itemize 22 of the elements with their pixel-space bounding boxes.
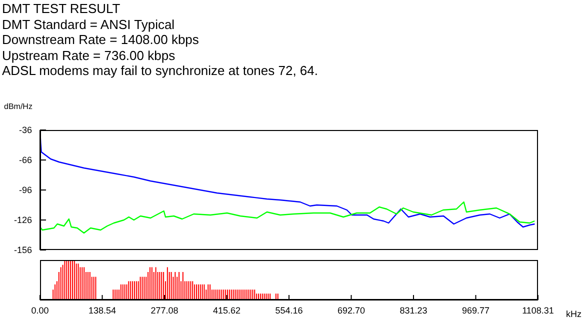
text: Upstream Rate = 736.00 kbps — [2, 48, 176, 63]
text: ADSL modems may fail to synchronize at tones 72, 64. — [2, 63, 318, 78]
x-tick-label: 1108.31 — [522, 305, 554, 316]
y-axis-title: dBm/Hz — [4, 102, 32, 111]
x-tick-label: 969.77 — [462, 305, 490, 316]
text: DMT Standard = ANSI Typical — [2, 16, 176, 32]
y-tick-label: -126 — [14, 215, 32, 226]
x-tick-label: 138.54 — [88, 305, 116, 316]
y-tick-label: -96 — [18, 185, 32, 196]
x-tick-label: 277.08 — [150, 305, 178, 316]
x-tick-label: 554.16 — [275, 305, 303, 316]
line-series — [40, 201, 536, 234]
chart-title: DMT TEST RESULT — [2, 1, 122, 16]
x-tick-label: 0.00 — [31, 305, 49, 316]
x-tick-label: 415.62 — [212, 305, 241, 316]
x-axis-title: kHz — [566, 309, 582, 319]
text: Downstream Rate = 1408.00 kbps — [2, 32, 200, 48]
y-tick-label: -36 — [18, 125, 32, 136]
x-tick-label: 831.23 — [400, 305, 428, 316]
y-tick-label: -66 — [18, 155, 32, 166]
x-tick-label: 692.70 — [337, 305, 366, 316]
y-tick-label: -156 — [14, 245, 32, 256]
